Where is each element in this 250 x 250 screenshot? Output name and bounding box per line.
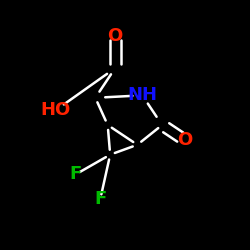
Text: O: O (177, 131, 192, 149)
Text: HO: HO (41, 101, 71, 119)
Text: F: F (70, 166, 82, 184)
Text: NH: NH (127, 86, 157, 104)
Text: O: O (108, 27, 123, 45)
Text: F: F (94, 190, 106, 208)
